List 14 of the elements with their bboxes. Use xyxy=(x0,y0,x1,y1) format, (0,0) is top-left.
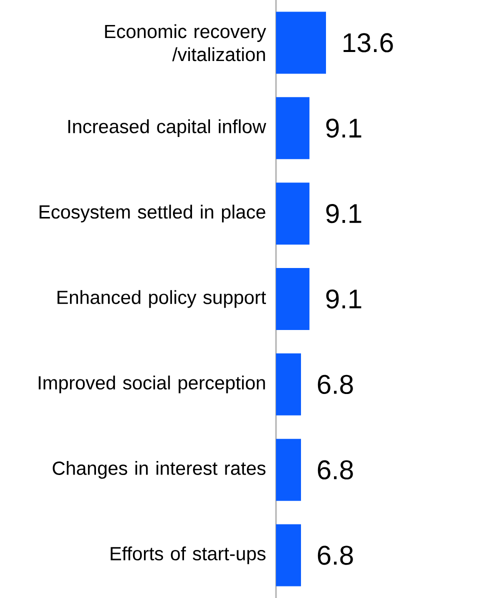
y-tick-label: Economic recovery /vitalization xyxy=(105,24,266,62)
y-tick-label: Changes in interest rates xyxy=(52,461,266,479)
y-tick-label: Efforts of start-ups xyxy=(110,546,266,564)
y-tick-label: Enhanced policy support xyxy=(58,290,266,308)
data-label: 9.1 xyxy=(326,204,362,224)
data-label: 13.6 xyxy=(344,33,393,52)
data-label: 9.1 xyxy=(326,289,362,309)
y-tick-label: Ecosystem settled in place xyxy=(40,204,266,222)
data-label: 9.1 xyxy=(326,118,362,138)
data-label: 6.8 xyxy=(318,374,353,394)
data-label: 6.8 xyxy=(318,546,353,565)
y-tick-label: Increased capital inflow xyxy=(68,119,266,138)
y-tick-label: Improved social perception xyxy=(38,376,265,394)
data-label: 6.8 xyxy=(318,460,353,480)
